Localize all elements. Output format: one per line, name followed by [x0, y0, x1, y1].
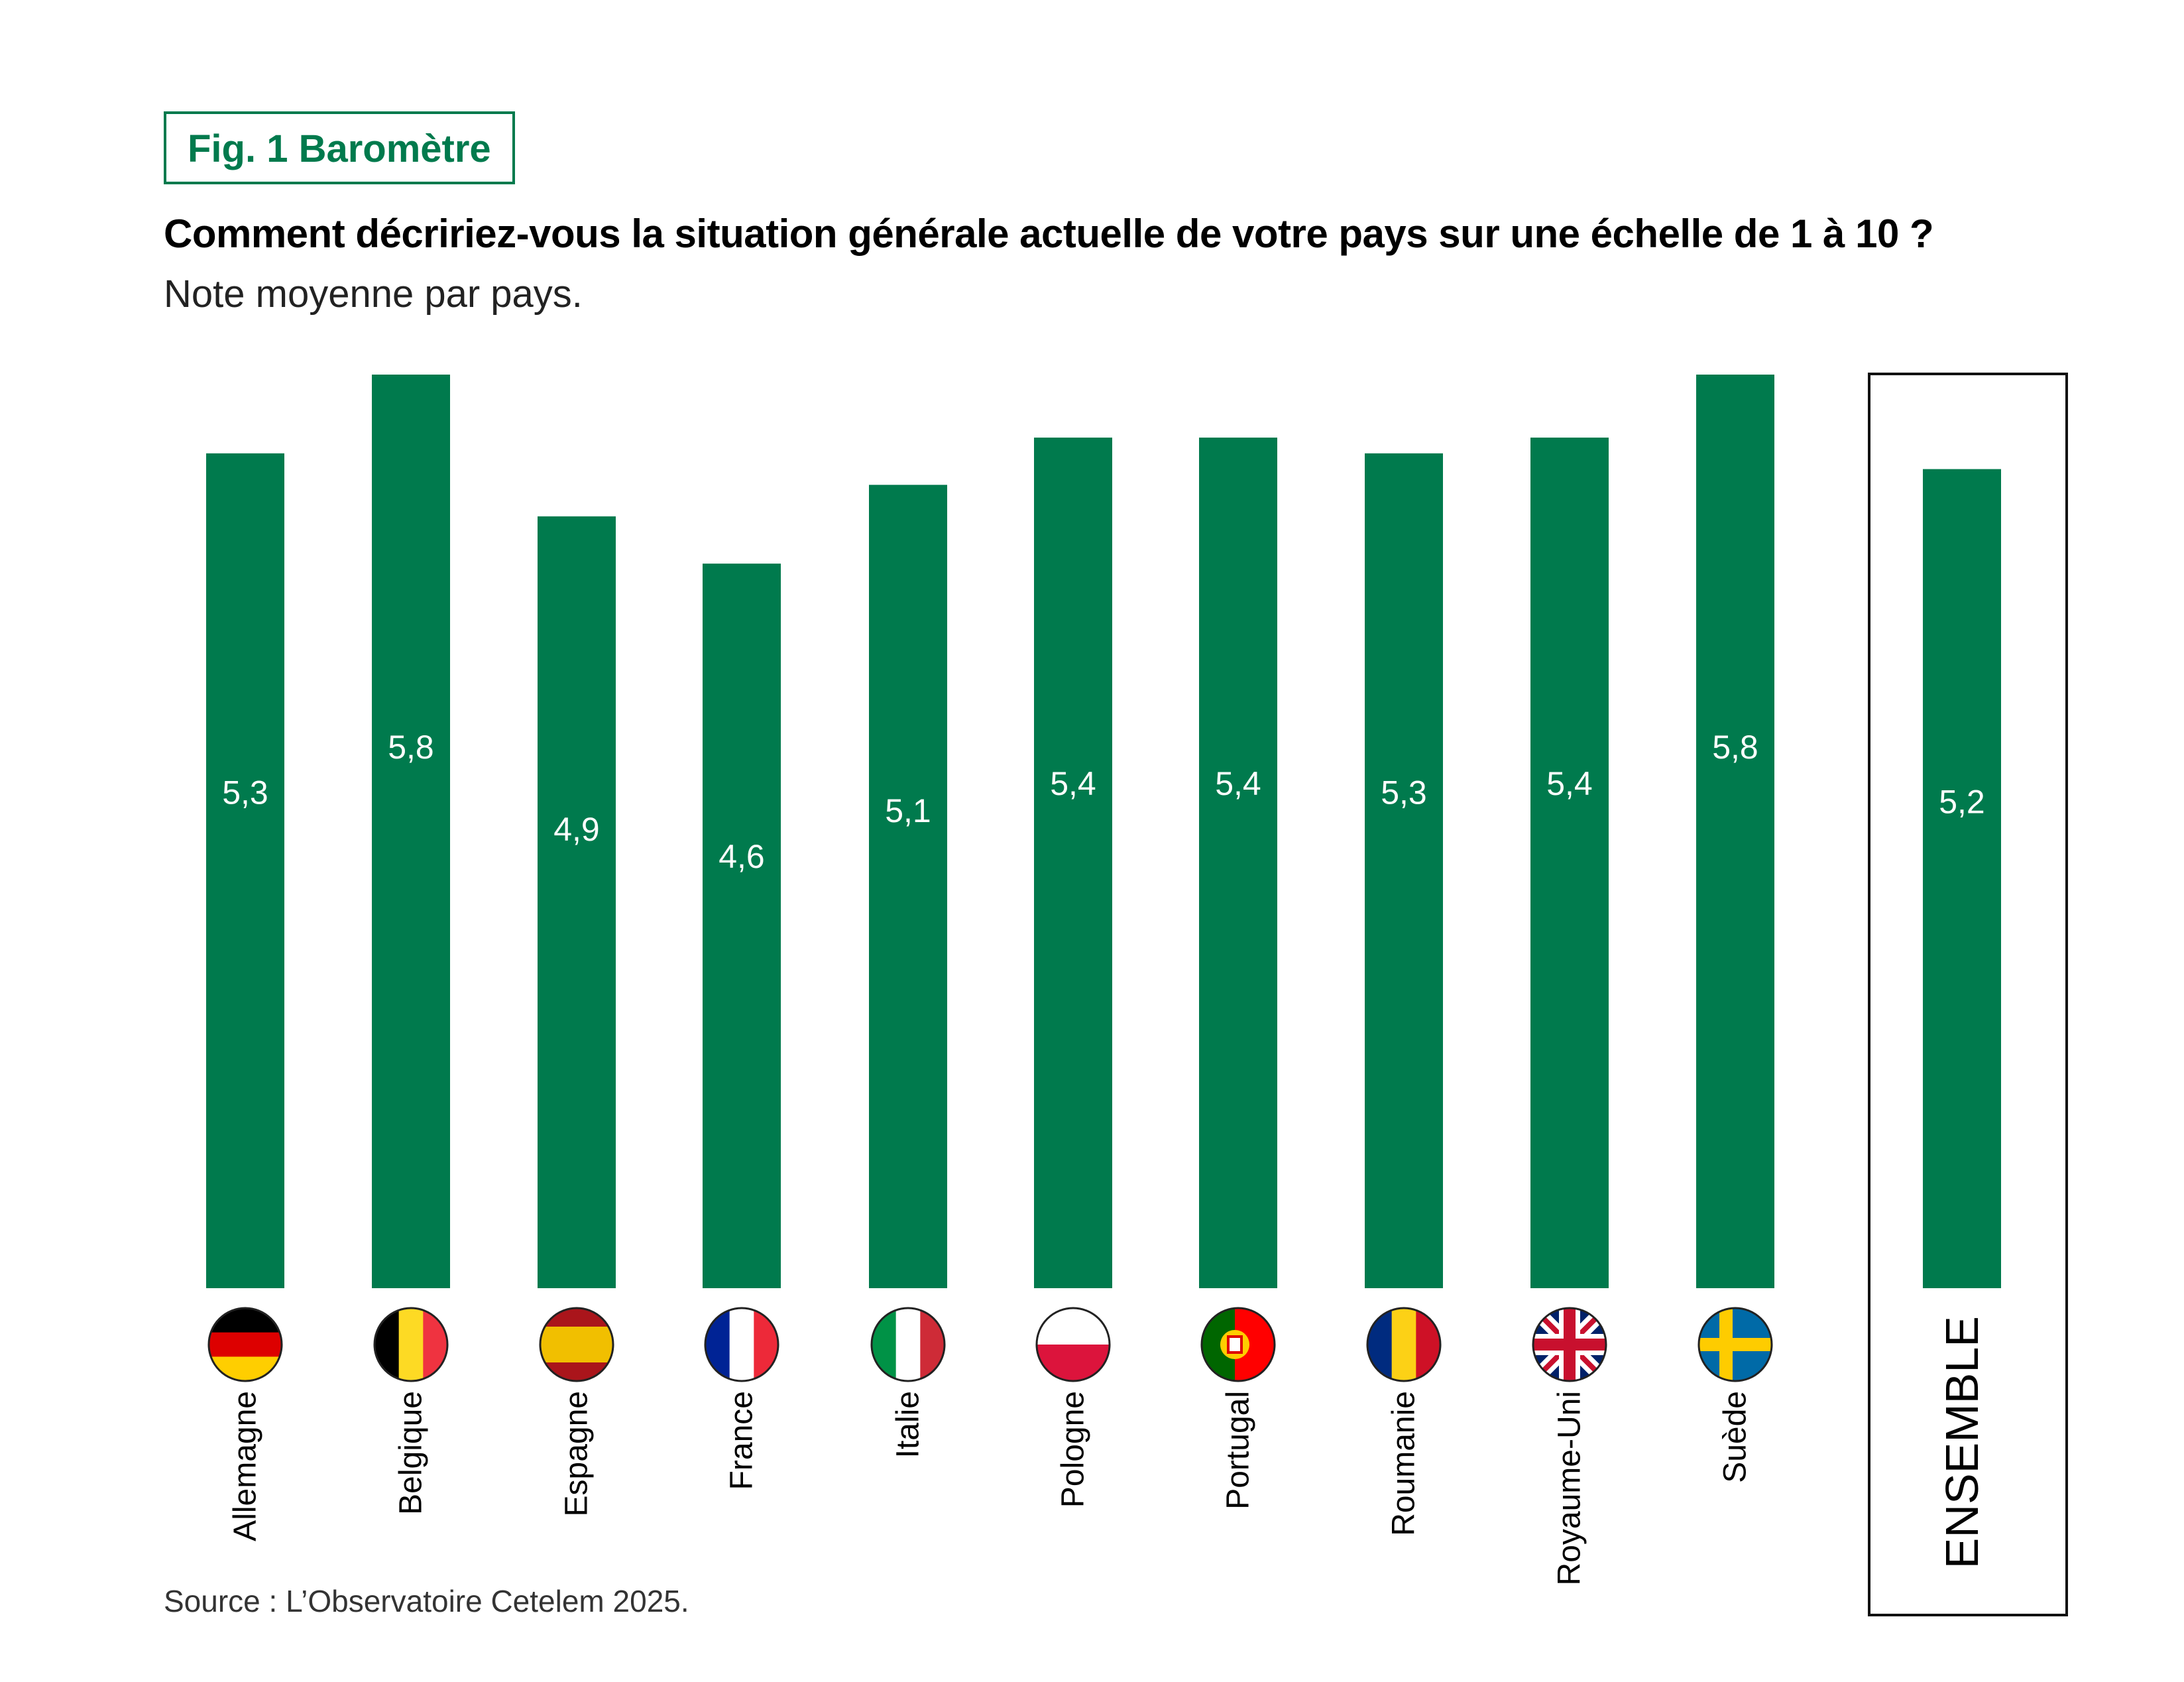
pologne-value-label: 5,4 [1050, 765, 1096, 802]
belgique-value-label: 5,8 [388, 729, 434, 766]
belgium-flag-icon [373, 1307, 449, 1382]
category-label-suede: Suède [1718, 1391, 1753, 1483]
total-frame [1868, 373, 2068, 1616]
royaume-uni-bar [1530, 438, 1609, 1289]
italie-value-label: 5,1 [885, 792, 931, 829]
portugal-flag-icon [1200, 1307, 1276, 1382]
portugal-bar [1199, 438, 1277, 1289]
category-label-france: France [724, 1391, 760, 1490]
uk-flag-icon [1532, 1307, 1607, 1382]
espagne-value-label: 4,9 [553, 811, 600, 848]
italie-bar [869, 485, 947, 1289]
spain-flag-icon [539, 1307, 614, 1382]
category-label-portugal: Portugal [1221, 1391, 1256, 1510]
ensemble-value-label: 5,2 [1939, 783, 1985, 820]
category-label-belgique: Belgique [394, 1391, 429, 1515]
poland-flag-icon [1035, 1307, 1111, 1382]
category-label-royaume-uni: Royaume-Uni [1552, 1391, 1587, 1585]
source-note: Source : L’Observatoire Cetelem 2025. [164, 1584, 689, 1618]
roumanie-value-label: 5,3 [1381, 774, 1427, 811]
germany-flag-icon [207, 1307, 283, 1382]
total-category-label: ENSEMBLE [1936, 1316, 1988, 1569]
france-bar [703, 564, 781, 1288]
pologne-bar [1034, 438, 1112, 1289]
allemagne-bar [206, 453, 284, 1288]
category-label-italie: Italie [891, 1391, 926, 1458]
figure-tag: Fig. 1 Baromètre [164, 111, 515, 184]
category-label-espagne: Espagne [559, 1391, 595, 1517]
belgique-bar [372, 375, 450, 1288]
italy-flag-icon [870, 1307, 946, 1382]
suede-value-label: 5,8 [1712, 729, 1758, 766]
sweden-flag-icon [1697, 1307, 1773, 1382]
royaume-uni-value-label: 5,4 [1546, 765, 1593, 802]
category-label-roumanie: Roumanie [1387, 1391, 1422, 1536]
chart-subtitle: Note moyenne par pays. [164, 272, 583, 316]
france-flag-icon [704, 1307, 779, 1382]
romania-flag-icon [1366, 1307, 1442, 1382]
roumanie-bar [1365, 453, 1443, 1288]
category-label-pologne: Pologne [1056, 1391, 1091, 1508]
allemagne-value-label: 5,3 [222, 774, 268, 811]
chart-question: Comment décririez-vous la situation géné… [164, 211, 1934, 256]
portugal-value-label: 5,4 [1215, 765, 1261, 802]
espagne-bar [538, 516, 616, 1288]
ensemble-bar [1923, 469, 2001, 1288]
suede-bar [1696, 375, 1774, 1288]
category-label-allemagne: Allemagne [228, 1391, 263, 1541]
france-value-label: 4,6 [718, 838, 765, 875]
